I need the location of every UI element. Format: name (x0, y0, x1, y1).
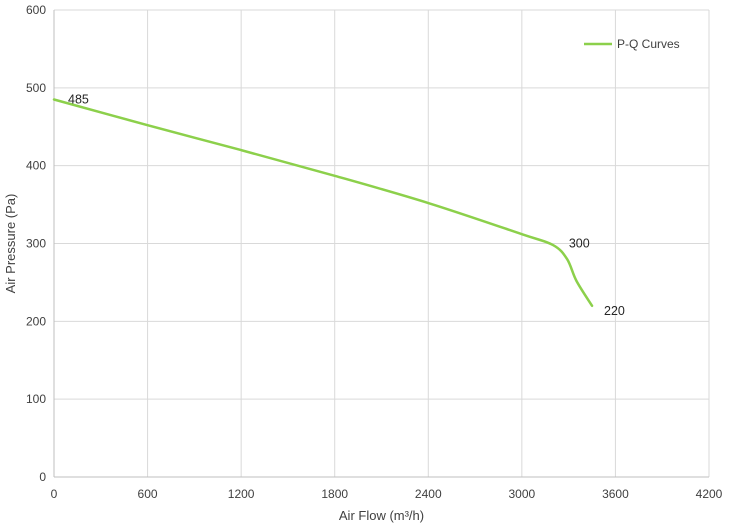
y-tick-label: 500 (26, 81, 46, 95)
series-group (52, 98, 594, 308)
y-tick-label: 600 (26, 3, 46, 17)
x-tick-label: 3600 (602, 487, 629, 501)
y-tick-label: 0 (39, 470, 46, 484)
y-tick-label: 200 (26, 314, 46, 328)
series-line (52, 98, 594, 308)
y-axis-title: Air Pressure (Pa) (3, 194, 18, 294)
x-tick-label: 1200 (228, 487, 255, 501)
x-tick-label: 600 (138, 487, 158, 501)
x-tick-labels: 0 600 1200 1800 2400 3000 3600 4200 (51, 487, 723, 501)
y-tick-label: 100 (26, 392, 46, 406)
x-tick-label: 4200 (696, 487, 723, 501)
legend: P-Q Curves (584, 37, 680, 51)
x-tick-label: 1800 (321, 487, 348, 501)
grid-lines (53, 9, 710, 478)
x-tick-label: 0 (51, 487, 58, 501)
x-axis-title: Air Flow (m³/h) (339, 508, 424, 523)
y-tick-label: 400 (26, 159, 46, 173)
axes (53, 10, 709, 478)
x-tick-label: 2400 (415, 487, 442, 501)
y-tick-labels: 0 100 200 300 400 500 600 (26, 3, 46, 484)
data-labels: 485 300 220 (68, 93, 625, 318)
data-label: 485 (68, 93, 89, 107)
legend-label: P-Q Curves (617, 37, 680, 51)
data-label: 300 (569, 237, 590, 251)
data-label: 220 (604, 304, 625, 318)
x-tick-label: 3000 (509, 487, 536, 501)
y-tick-label: 300 (26, 237, 46, 251)
